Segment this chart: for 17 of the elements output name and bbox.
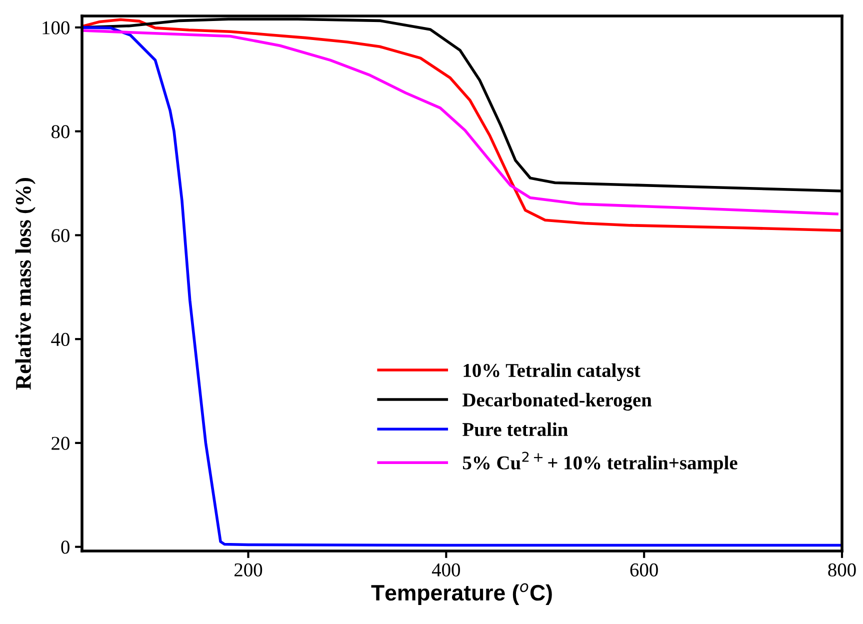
x-tick-label: 800 [828,563,856,576]
y-tick-label: 100 [42,21,70,34]
legend-label: Decarbonated-kerogen [462,392,652,411]
legend-label: 5% Cu$^{2+}$+ 10% tetralin+sample [462,452,738,474]
x-tick-label: 400 [432,563,460,576]
y-tick-label: 40 [51,332,70,346]
y-tick-label: 60 [52,229,70,242]
x-axis-title: Temperature ($^{o}$C) [371,583,552,606]
y-tick-label: 20 [52,436,70,450]
y-axis-title: Relative mass loss (%) [15,178,36,390]
x-tick-label: 200 [234,563,262,576]
x-tick-label: 600 [630,563,658,576]
y-tick-label: 80 [51,125,70,138]
y-tick-label: 0 [61,540,70,554]
legend-label: Pure tetralin [462,422,568,436]
legend-label: 10% Tetralin catalyst [464,363,640,382]
line-series [82,26,842,547]
